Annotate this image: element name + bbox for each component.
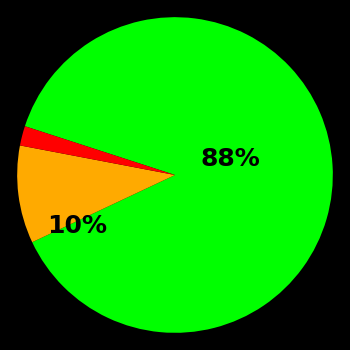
Text: 88%: 88% xyxy=(200,147,260,171)
Wedge shape xyxy=(25,17,333,333)
Text: 10%: 10% xyxy=(47,214,107,238)
Wedge shape xyxy=(17,146,175,242)
Wedge shape xyxy=(20,126,175,175)
